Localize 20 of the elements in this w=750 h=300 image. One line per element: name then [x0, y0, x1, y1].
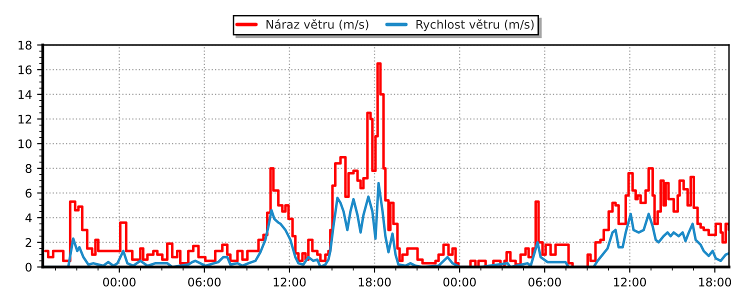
x-tick-label: 06:00	[528, 278, 561, 287]
x-tick-label: 12:00	[274, 278, 306, 287]
x-tick-label: 18:00	[699, 278, 732, 287]
y-tick-label: 16	[18, 65, 32, 74]
y-tick-label: 12	[18, 114, 32, 124]
y-tick-label: 18	[18, 40, 32, 50]
y-tick-label: 6	[26, 188, 32, 198]
y-tick-label: 2	[26, 238, 32, 247]
x-tick-label: 06:00	[188, 278, 221, 287]
y-tick-label: 8	[26, 164, 32, 173]
x-tick-label: 18:00	[358, 278, 391, 287]
y-tick-label: 0	[26, 262, 32, 272]
legend-label: Náraz větru (m/s)	[266, 19, 368, 30]
x-tick-label: 12:00	[614, 278, 646, 287]
legend-label: Rychlost větru (m/s)	[416, 19, 534, 32]
y-tick-label: 4	[25, 214, 32, 222]
x-tick-label: 00:00	[103, 278, 136, 287]
y-tick-label: 14	[18, 90, 32, 99]
x-tick-label: 00:00	[443, 278, 476, 287]
y-tick-label: 10	[18, 139, 32, 148]
